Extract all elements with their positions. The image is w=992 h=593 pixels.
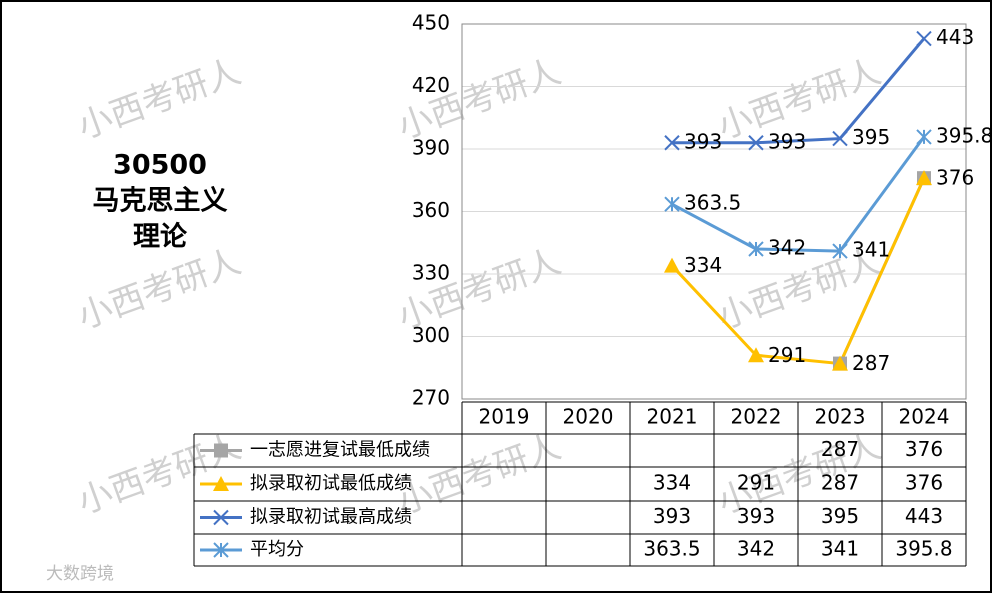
data-label: 334 — [684, 253, 722, 277]
chart-title: 马克思主义 — [93, 185, 228, 217]
table-value: 376 — [905, 471, 943, 495]
x-tick-label: 2020 — [563, 405, 614, 429]
x-tick-label: 2023 — [815, 405, 866, 429]
data-label: 443 — [936, 25, 974, 49]
y-tick-label: 390 — [412, 136, 450, 160]
data-label: 395 — [852, 125, 890, 149]
marker — [664, 257, 680, 273]
plot-border — [461, 23, 967, 400]
y-tick-label: 330 — [412, 261, 450, 285]
table-value: 363.5 — [643, 537, 700, 561]
marker — [748, 241, 764, 257]
marker — [213, 476, 229, 491]
marker — [832, 355, 848, 371]
legend-label: 平均分 — [250, 539, 304, 560]
table-value: 395 — [821, 504, 859, 528]
marker — [916, 30, 932, 47]
data-label: 395.8 — [936, 123, 992, 147]
marker — [213, 509, 229, 526]
series-line — [672, 37, 926, 145]
legend-label: 一志愿进复试最低成绩 — [250, 440, 430, 461]
table-value: 376 — [905, 437, 943, 461]
marker — [748, 135, 764, 151]
marker — [664, 135, 680, 151]
table-value: 287 — [821, 437, 859, 461]
marker — [664, 196, 680, 212]
chart-title: 理论 — [133, 222, 188, 253]
x-tick-label: 2019 — [479, 405, 530, 429]
y-tick-label: 270 — [412, 386, 450, 410]
table-value: 393 — [737, 504, 775, 528]
x-tick-label: 2021 — [647, 405, 698, 429]
y-tick-label: 300 — [412, 323, 450, 347]
legend-label: 拟录取初试最高成绩 — [250, 507, 412, 528]
y-tick-label: 420 — [412, 73, 450, 97]
marker — [214, 443, 228, 458]
marker — [916, 170, 932, 186]
logo: 大数跨境 — [46, 564, 114, 584]
series-line — [671, 136, 926, 253]
y-tick-label: 360 — [412, 198, 450, 222]
legend-label: 拟录取初试最低成绩 — [250, 473, 412, 494]
marker — [213, 542, 229, 558]
table-value: 342 — [737, 537, 775, 561]
x-tick-label: 2022 — [731, 405, 782, 429]
marker — [916, 129, 932, 145]
table-value: 443 — [905, 504, 943, 528]
data-label: 341 — [852, 238, 890, 262]
x-tick-label: 2024 — [899, 405, 950, 429]
marker — [748, 347, 764, 363]
table-value: 395.8 — [895, 537, 952, 561]
marker — [832, 243, 848, 259]
table-value: 291 — [737, 471, 775, 495]
table-value: 334 — [653, 471, 691, 495]
table-value: 341 — [821, 537, 859, 561]
table-value: 393 — [653, 504, 691, 528]
marker — [832, 130, 848, 147]
table-value: 287 — [821, 471, 859, 495]
data-label: 342 — [768, 236, 806, 260]
chart-title: 30500 — [113, 150, 207, 181]
data-label: 376 — [936, 166, 974, 190]
data-label: 393 — [768, 129, 806, 153]
y-tick-label: 450 — [412, 11, 450, 35]
data-label: 287 — [852, 351, 890, 375]
data-label: 393 — [684, 129, 722, 153]
data-label: 291 — [768, 343, 806, 367]
data-label: 363.5 — [684, 191, 741, 215]
series-line — [670, 177, 926, 366]
